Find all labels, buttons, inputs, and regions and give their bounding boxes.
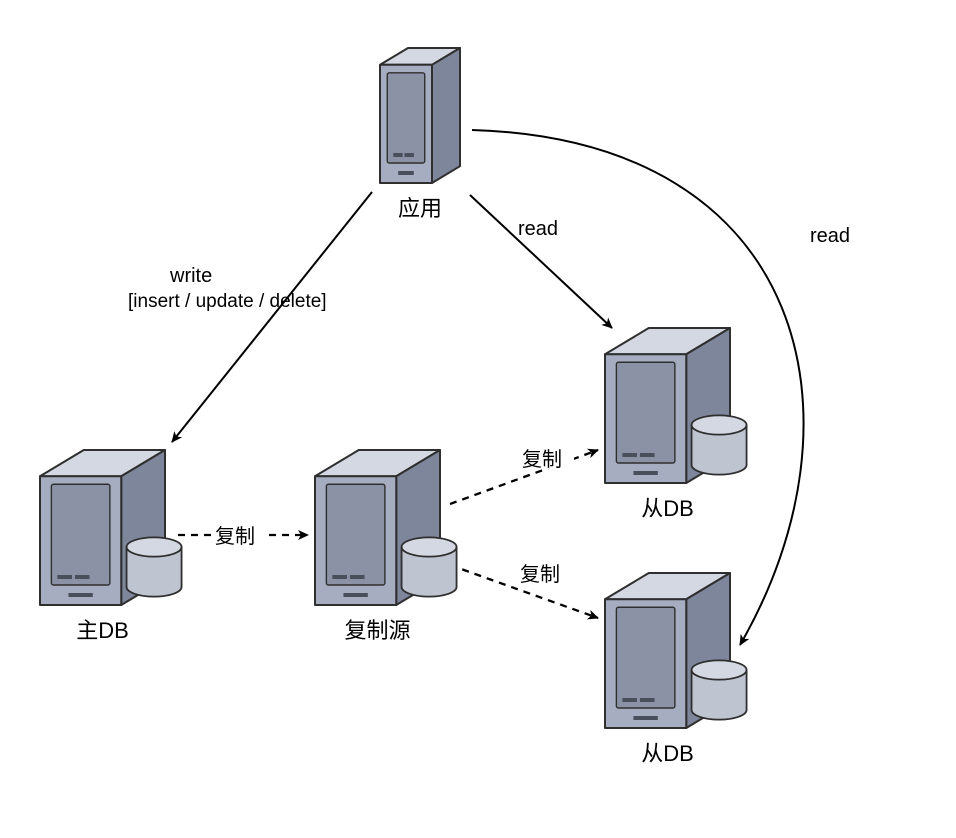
node-label-app: 应用 — [380, 191, 460, 223]
edge-label: 复制 — [215, 520, 255, 549]
node-label-repl: 复制源 — [338, 613, 418, 645]
edge-label: 复制 — [522, 443, 562, 472]
edge-label: 复制 — [520, 558, 560, 587]
node-label-master: 主DB — [63, 613, 143, 645]
node-label-slave1: 从DB — [628, 491, 708, 523]
edge-label: read — [810, 225, 850, 248]
edge-sublabel: [insert / update / delete] — [128, 291, 327, 313]
edge-label: read — [518, 218, 558, 241]
edge-label: write — [170, 265, 212, 288]
node-label-slave2: 从DB — [628, 736, 708, 768]
database-replication-diagram: write [insert / update / delete] read read 复… — [0, 0, 956, 838]
diagram-svg — [0, 0, 956, 838]
